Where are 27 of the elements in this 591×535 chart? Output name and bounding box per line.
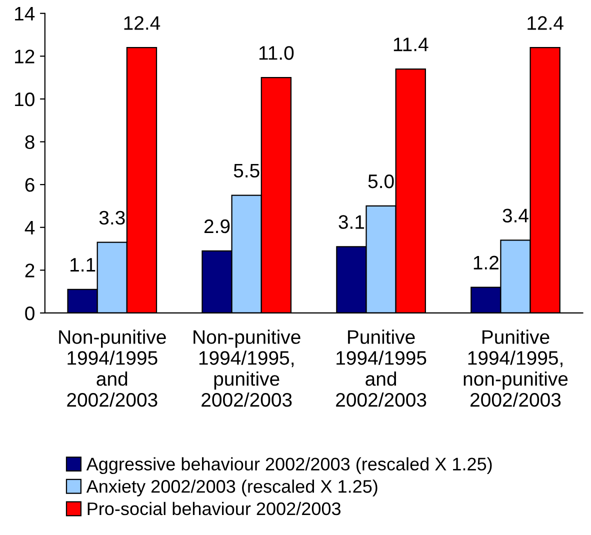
y-tick-label: 12 (15, 50, 34, 64)
data-label: 5.5 (234, 164, 260, 178)
data-label: 3.1 (338, 215, 364, 229)
legend-label: Pro-social behaviour 2002/2003 (88, 502, 341, 516)
data-label: 1.1 (70, 258, 96, 272)
data-label: 12.4 (528, 16, 564, 30)
y-tick-label: 14 (15, 7, 35, 20)
data-label: 11.4 (394, 38, 428, 52)
x-tick-label: Punitive 1994/1995, non-punitive 2002/2003 (464, 330, 568, 407)
data-label: 3.4 (502, 208, 528, 222)
y-tick-label: 0 (25, 306, 34, 320)
y-tick-label: 2 (25, 264, 34, 278)
data-label: 1.2 (474, 256, 498, 270)
y-tick-label: 4 (24, 221, 35, 234)
data-label: 2.9 (204, 219, 230, 234)
y-tick-label: 6 (25, 178, 34, 192)
y-tick-label: 10 (15, 92, 34, 106)
data-label: 3.3 (99, 210, 125, 225)
y-tick-label: 8 (25, 135, 34, 150)
data-label: 12.4 (124, 16, 160, 30)
x-tick-label: Non-punitive 1994/1995, punitive 2002/2003 (194, 330, 300, 407)
data-label: 5.0 (368, 174, 394, 188)
data-label: 11.0 (259, 46, 294, 60)
legend-label: Aggressive behaviour 2002/2003 (rescaled X 1.25) (86, 457, 492, 474)
x-tick-label: Punitive 1994/1995 and 2002/2003 (336, 330, 426, 407)
x-tick-label: Non-punitive 1994/1995 and 2002/2003 (59, 330, 166, 407)
legend-label: Anxiety 2002/2003 (rescaled X 1.25) (86, 480, 378, 496)
